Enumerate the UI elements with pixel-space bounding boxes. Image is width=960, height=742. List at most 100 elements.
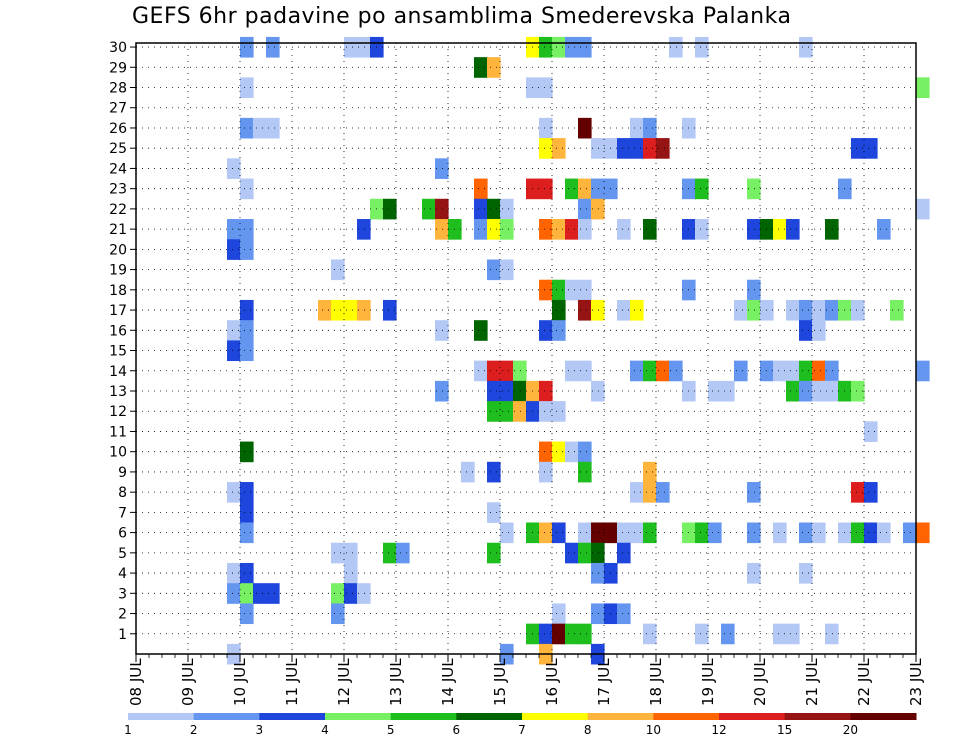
heatmap-cell <box>617 299 631 321</box>
legend-label: 12 <box>711 723 726 737</box>
y-tick-label: 26 <box>109 121 127 137</box>
legend-label: 3 <box>256 723 264 737</box>
heatmap-cell <box>799 320 813 341</box>
heatmap-cell <box>864 138 878 159</box>
legend-swatch <box>390 713 457 720</box>
heatmap-cell <box>435 158 449 179</box>
heatmap-cell <box>474 219 488 240</box>
x-tick-label: 12 JUL <box>335 658 353 706</box>
heatmap-cell <box>591 138 605 159</box>
heatmap-cell <box>227 340 241 362</box>
y-tick-label: 27 <box>109 101 127 117</box>
x-tick-label: 14 JUL <box>439 658 457 706</box>
heatmap-cell <box>630 299 644 321</box>
heatmap-cell <box>240 482 254 503</box>
y-tick-label: 25 <box>109 141 127 157</box>
heatmap-cell <box>487 542 501 564</box>
heatmap-cell <box>240 117 254 139</box>
heatmap-cell <box>227 320 241 341</box>
heatmap-cell <box>552 401 566 422</box>
heatmap-cell <box>552 138 566 159</box>
heatmap-cell <box>669 360 683 382</box>
heatmap-cell <box>916 198 930 220</box>
heatmap-cell <box>253 583 267 604</box>
heatmap-cell <box>786 380 800 402</box>
legend-label: 20 <box>843 723 858 737</box>
heatmap-cell <box>643 219 657 240</box>
heatmap-cell <box>656 138 670 159</box>
heatmap-cell <box>695 36 709 58</box>
x-tick-label: 23 JUL <box>907 658 925 706</box>
heatmap-cell <box>630 117 644 139</box>
legend-swatch <box>325 713 392 720</box>
heatmap-cell <box>474 57 488 78</box>
heatmap-cell <box>487 198 501 220</box>
heatmap-cell <box>357 219 371 240</box>
heatmap-cell <box>825 219 839 240</box>
heatmap-cell <box>578 522 592 544</box>
heatmap-cell <box>578 279 592 301</box>
y-tick-label: 30 <box>109 40 127 56</box>
heatmap-cell <box>747 279 761 301</box>
heatmap-cell <box>552 36 566 58</box>
legend-swatch <box>522 713 589 720</box>
heatmap-cell <box>851 138 865 159</box>
y-tick-label: 4 <box>118 566 127 582</box>
heatmap-cell <box>773 219 787 240</box>
legend-swatch <box>784 713 851 720</box>
y-tick-label: 20 <box>109 242 127 258</box>
heatmap-cell <box>487 57 501 78</box>
heatmap-cell <box>539 36 553 58</box>
x-tick-label: 09 JUL <box>179 658 197 706</box>
legend-label: 8 <box>584 723 592 737</box>
heatmap-cell <box>513 401 527 422</box>
legend-layer: 1 2 3 4 5 6 7 8 10 12 15 20 <box>124 713 917 737</box>
heatmap-cell <box>461 461 475 483</box>
heatmap-cell <box>318 299 332 321</box>
x-tick-label: 21 JUL <box>803 658 821 706</box>
heatmap-cell <box>578 299 592 321</box>
heatmap-cell <box>539 77 553 99</box>
heatmap-cell <box>344 299 358 321</box>
heatmap-cell <box>708 522 722 544</box>
heatmap-cell <box>591 603 605 625</box>
legend-swatch <box>653 713 720 720</box>
x-tick-label: 13 JUL <box>387 658 405 706</box>
heatmap-cell <box>552 623 566 645</box>
heatmap-cell <box>227 482 241 503</box>
x-tick-label: 10 JUL <box>231 658 249 706</box>
heatmap-cell <box>916 360 930 382</box>
heatmap-cell <box>539 279 553 301</box>
heatmap-cell <box>539 623 553 645</box>
heatmap-cell <box>747 482 761 503</box>
heatmap-cell <box>799 380 813 402</box>
heatmap-cell <box>591 562 605 584</box>
heatmap-cell <box>812 320 826 341</box>
heatmap-cell <box>240 77 254 99</box>
heatmap-cell <box>812 360 826 382</box>
y-tick-label: 14 <box>109 364 127 380</box>
y-tick-label: 23 <box>109 182 127 198</box>
legend-swatch <box>850 713 917 720</box>
heatmap-cell <box>539 138 553 159</box>
heatmap-cell <box>240 299 254 321</box>
heatmap-cell <box>500 380 514 402</box>
heatmap-cell <box>812 380 826 402</box>
heatmap-cell <box>708 380 722 402</box>
heatmap-cell <box>630 522 644 544</box>
heatmap-cell <box>565 36 579 58</box>
heatmap-cell <box>734 299 748 321</box>
legend-label: 6 <box>453 723 461 737</box>
legend-label: 1 <box>124 723 132 737</box>
heatmap-cell <box>578 360 592 382</box>
y-tick-label: 12 <box>109 404 127 420</box>
y-tick-label: 7 <box>118 505 127 521</box>
y-tick-label: 8 <box>118 485 127 501</box>
legend-swatch <box>259 713 326 720</box>
heatmap-cell <box>435 219 449 240</box>
heatmap-cell <box>240 320 254 341</box>
heatmap-cell <box>695 219 709 240</box>
heatmap-cell <box>513 380 527 402</box>
heatmap-cell <box>266 583 280 604</box>
